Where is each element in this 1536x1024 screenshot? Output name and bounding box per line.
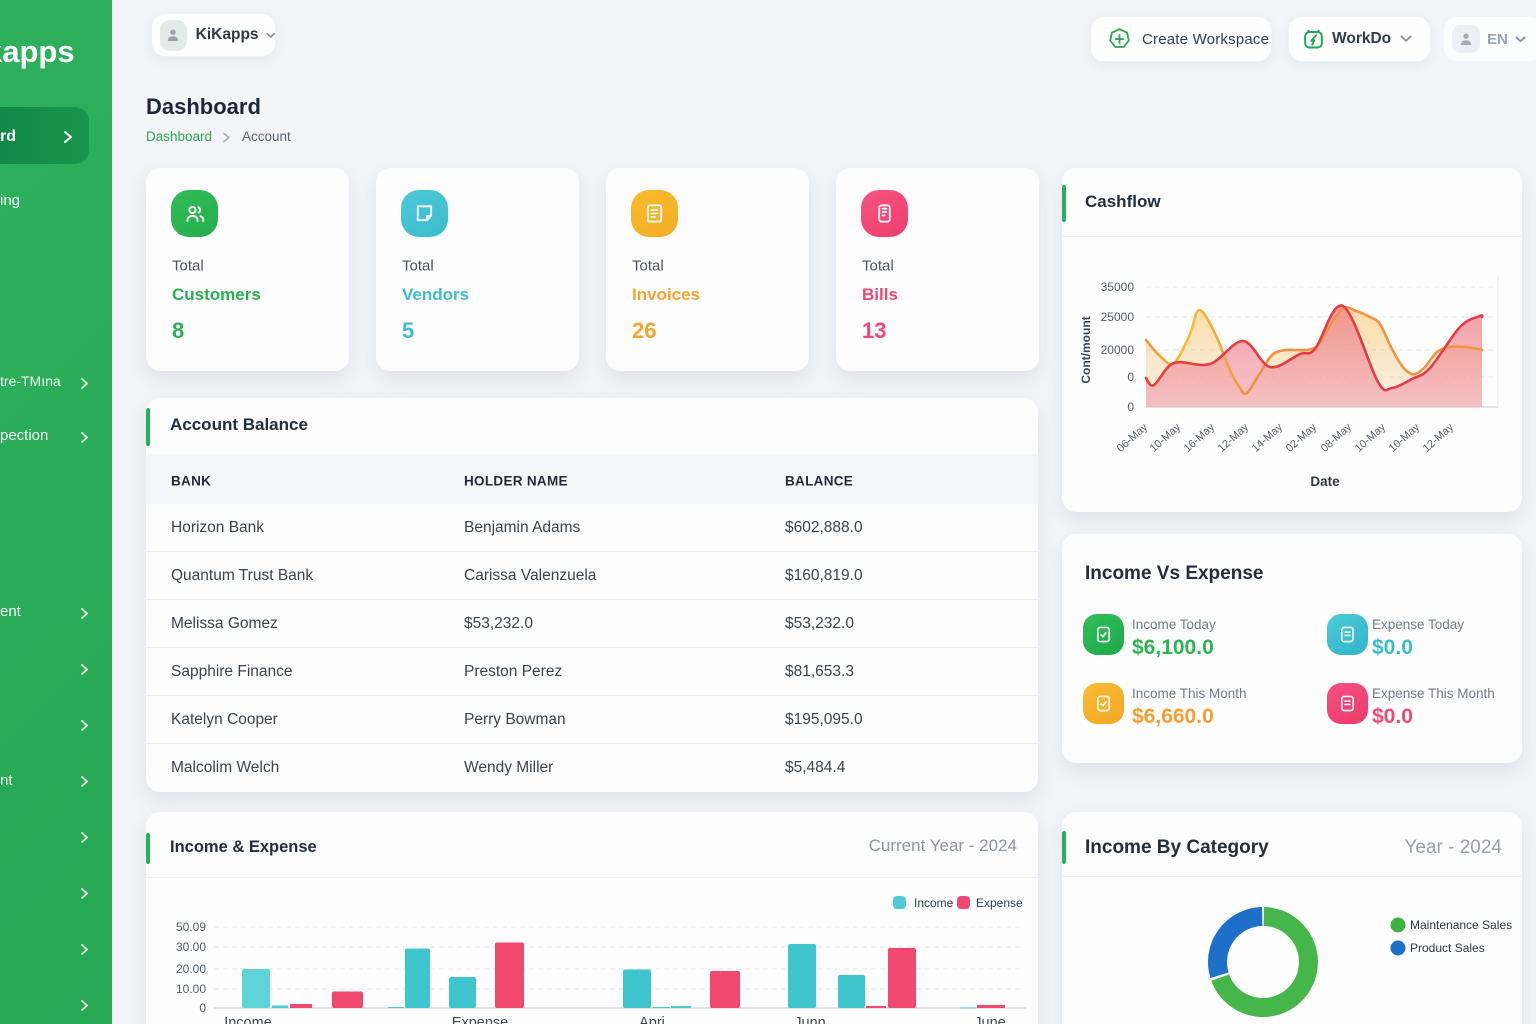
svg-text:0: 0 (1127, 370, 1134, 384)
svg-text:0: 0 (1127, 400, 1134, 414)
svg-text:14-May: 14-May (1250, 421, 1286, 455)
svg-text:12-May: 12-May (1216, 421, 1252, 455)
svg-text:20000: 20000 (1101, 343, 1135, 357)
svg-text:Junn: Junn (794, 1015, 825, 1024)
svg-text:20.00: 20.00 (176, 962, 206, 976)
svg-text:Cont/mount: Cont/mount (1079, 316, 1093, 383)
svg-text:16-May: 16-May (1182, 421, 1218, 455)
svg-text:Product Sales: Product Sales (1410, 941, 1485, 955)
svg-text:Income: Income (224, 1015, 272, 1024)
svg-text:Expense: Expense (976, 896, 1023, 910)
svg-text:10-May: 10-May (1353, 421, 1389, 455)
svg-text:Income: Income (914, 896, 954, 910)
svg-text:10-May: 10-May (1148, 421, 1184, 455)
svg-text:08-May: 08-May (1319, 421, 1355, 455)
svg-text:35000: 35000 (1101, 280, 1135, 294)
svg-text:June: June (974, 1015, 1005, 1024)
svg-text:Expense: Expense (452, 1015, 508, 1024)
svg-text:02-May: 02-May (1284, 421, 1320, 455)
svg-text:Date: Date (1310, 474, 1340, 489)
svg-text:50.09: 50.09 (176, 920, 206, 934)
svg-text:12-May: 12-May (1421, 421, 1457, 455)
svg-text:Apri: Apri (639, 1015, 665, 1024)
svg-text:25000: 25000 (1101, 310, 1135, 324)
svg-text:10.00: 10.00 (176, 982, 206, 996)
svg-text:10-May: 10-May (1387, 421, 1423, 455)
svg-text:Maintenance Sales: Maintenance Sales (1410, 918, 1512, 932)
svg-text:06-May: 06-May (1115, 421, 1151, 455)
svg-text:0: 0 (199, 1001, 206, 1015)
svg-text:30.00: 30.00 (176, 940, 206, 954)
